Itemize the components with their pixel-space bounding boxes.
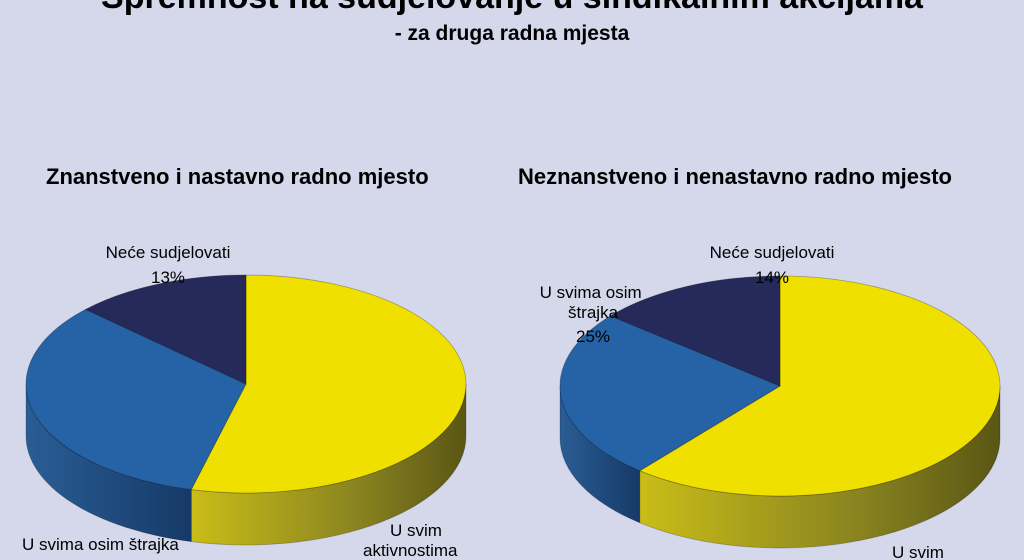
slice-label-osim-2-line2: štrajka: [568, 303, 619, 322]
slice-value-nece-2: 14%: [755, 268, 789, 287]
chart-title-neznanstveno: Neznanstveno i nenastavno radno mjesto: [518, 164, 952, 189]
pie2-slice-nece: [609, 275, 781, 387]
slice-label-osim-2-line1: U svima osim: [540, 283, 642, 302]
pie1-slice-osim: [25, 308, 247, 491]
subtitle: - za druga radna mjesta: [394, 22, 630, 45]
pie1-slice-nece: [84, 274, 247, 385]
pie-chart-znanstveno: [25, 274, 467, 546]
main-title: Spremnost na sudjelovanje u sindikalnim …: [0, 0, 1024, 17]
slice-value-nece-1: 13%: [151, 268, 185, 287]
pie2-slice-svim: [638, 275, 1001, 497]
slice-label-nece-2: Neće sudjelovati: [710, 243, 835, 262]
chart-title-znanstveno: Znanstveno i nastavno radno mjesto: [46, 164, 429, 189]
slice-label-nece-1: Neće sudjelovati: [106, 243, 231, 262]
slice-label-svim-2: U svim: [892, 543, 944, 560]
slice-label-svim-1-line1: U svim: [390, 521, 442, 540]
pie2-slice-osim: [559, 315, 781, 472]
slice-label-osim-1: U svima osim štrajka: [22, 535, 179, 554]
slice-value-osim-2: 25%: [576, 327, 610, 346]
slice-label-osim-2: U svima osim štrajka: [540, 283, 647, 322]
slice-label-svim-1: U svim aktivnostima: [363, 521, 458, 560]
pie1-slice-svim: [190, 274, 467, 494]
pie-chart-neznanstveno: [559, 275, 1001, 549]
slice-label-svim-1-line2: aktivnostima: [363, 541, 458, 560]
